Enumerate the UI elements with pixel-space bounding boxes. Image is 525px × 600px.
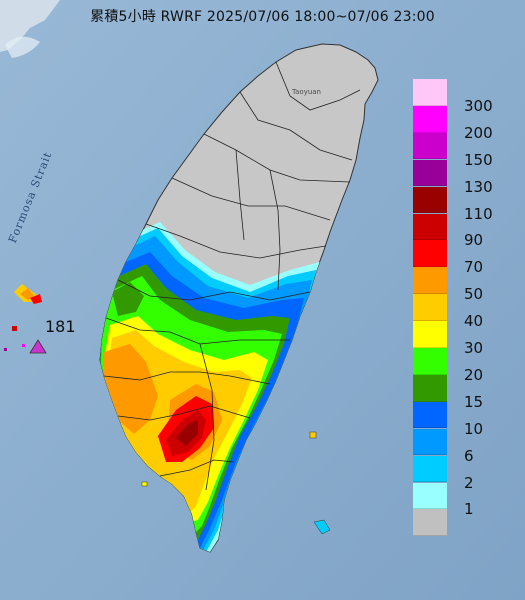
legend-swatch (413, 321, 447, 348)
legend-label: 1 (464, 500, 474, 519)
county-borders (103, 61, 361, 491)
max-value-label: 181 (45, 317, 76, 336)
legend-swatch (413, 240, 447, 268)
legend-swatch (413, 267, 447, 294)
legend-label: 200 (464, 123, 493, 142)
green-island (309, 431, 317, 439)
legend-swatch (413, 455, 447, 483)
legend-label: 300 (464, 96, 493, 115)
legend-swatch (413, 294, 447, 321)
legend-swatch (413, 428, 447, 456)
legend-label: 110 (464, 204, 493, 223)
penghu-islands (4, 284, 42, 351)
legend-label: 150 (464, 150, 493, 169)
legend-colorbar (413, 79, 447, 537)
legend-swatch (413, 132, 447, 160)
legend-label: 10 (464, 419, 484, 438)
rain-15mm-nw (112, 282, 144, 316)
legend-label: 6 (464, 446, 474, 465)
city-label-taoyuan: Taoyuan (292, 88, 321, 96)
legend-swatch (413, 348, 447, 375)
legend-swatch (413, 401, 447, 429)
legend-swatch (413, 482, 447, 510)
north-clouds (5, 36, 40, 58)
legend-label: 15 (464, 392, 484, 411)
legend-label: 70 (464, 258, 484, 277)
legend-label: 40 (464, 312, 484, 331)
rain-50mm (104, 344, 158, 434)
legend-swatch (413, 159, 447, 187)
max-rainfall-triangle-icon (29, 339, 47, 354)
legend-swatch (413, 79, 447, 106)
legend-swatch (413, 186, 447, 214)
legend-label: 30 (464, 339, 484, 357)
legend-label: 2 (464, 473, 474, 492)
legend-label: 90 (464, 231, 484, 250)
rain-110mm (176, 420, 198, 446)
legend-swatch (413, 105, 447, 133)
legend-swatch (413, 374, 447, 402)
legend-label: 130 (464, 177, 493, 196)
map-title: 累積5小時 RWRF 2025/07/06 18:00~07/06 23:00 (90, 9, 435, 25)
orchid-island (313, 519, 331, 535)
xiaoliuqiu (141, 481, 148, 487)
legend-label: 50 (464, 285, 484, 304)
legend-swatch (413, 213, 447, 241)
legend-label: 20 (464, 365, 484, 384)
legend-swatch (413, 509, 447, 537)
